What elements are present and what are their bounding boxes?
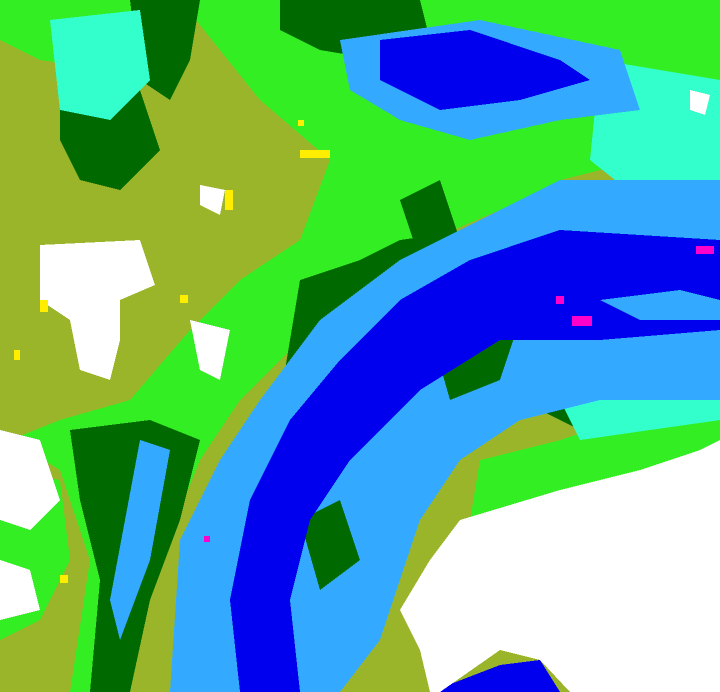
- white-area: [0, 560, 40, 620]
- green-area: [10, 0, 720, 692]
- blue-area: [430, 660, 560, 692]
- magenta-cell: [696, 246, 714, 254]
- white-area: [40, 240, 155, 380]
- cyan-area: [50, 10, 150, 120]
- magenta-cell: [204, 536, 210, 542]
- yellow-cell: [300, 150, 330, 158]
- yellow-cell: [298, 120, 304, 126]
- yellow-cell: [225, 190, 233, 210]
- light-blue-streak: [110, 440, 170, 640]
- light-blue-area: [600, 290, 720, 320]
- blue-core: [230, 230, 720, 692]
- yellow-cell: [180, 295, 188, 303]
- blue-area: [380, 30, 590, 110]
- magenta-cell: [556, 296, 564, 304]
- yellow-cell: [40, 300, 48, 312]
- yellow-cell: [60, 575, 68, 583]
- green-area: [470, 410, 720, 520]
- white-area: [690, 90, 710, 115]
- white-area: [200, 185, 225, 215]
- white-area: [400, 440, 720, 692]
- yellow-cell: [14, 350, 20, 360]
- dark-green-area: [300, 500, 360, 590]
- white-area: [0, 430, 60, 530]
- magenta-cell: [572, 316, 592, 326]
- white-area: [190, 320, 230, 380]
